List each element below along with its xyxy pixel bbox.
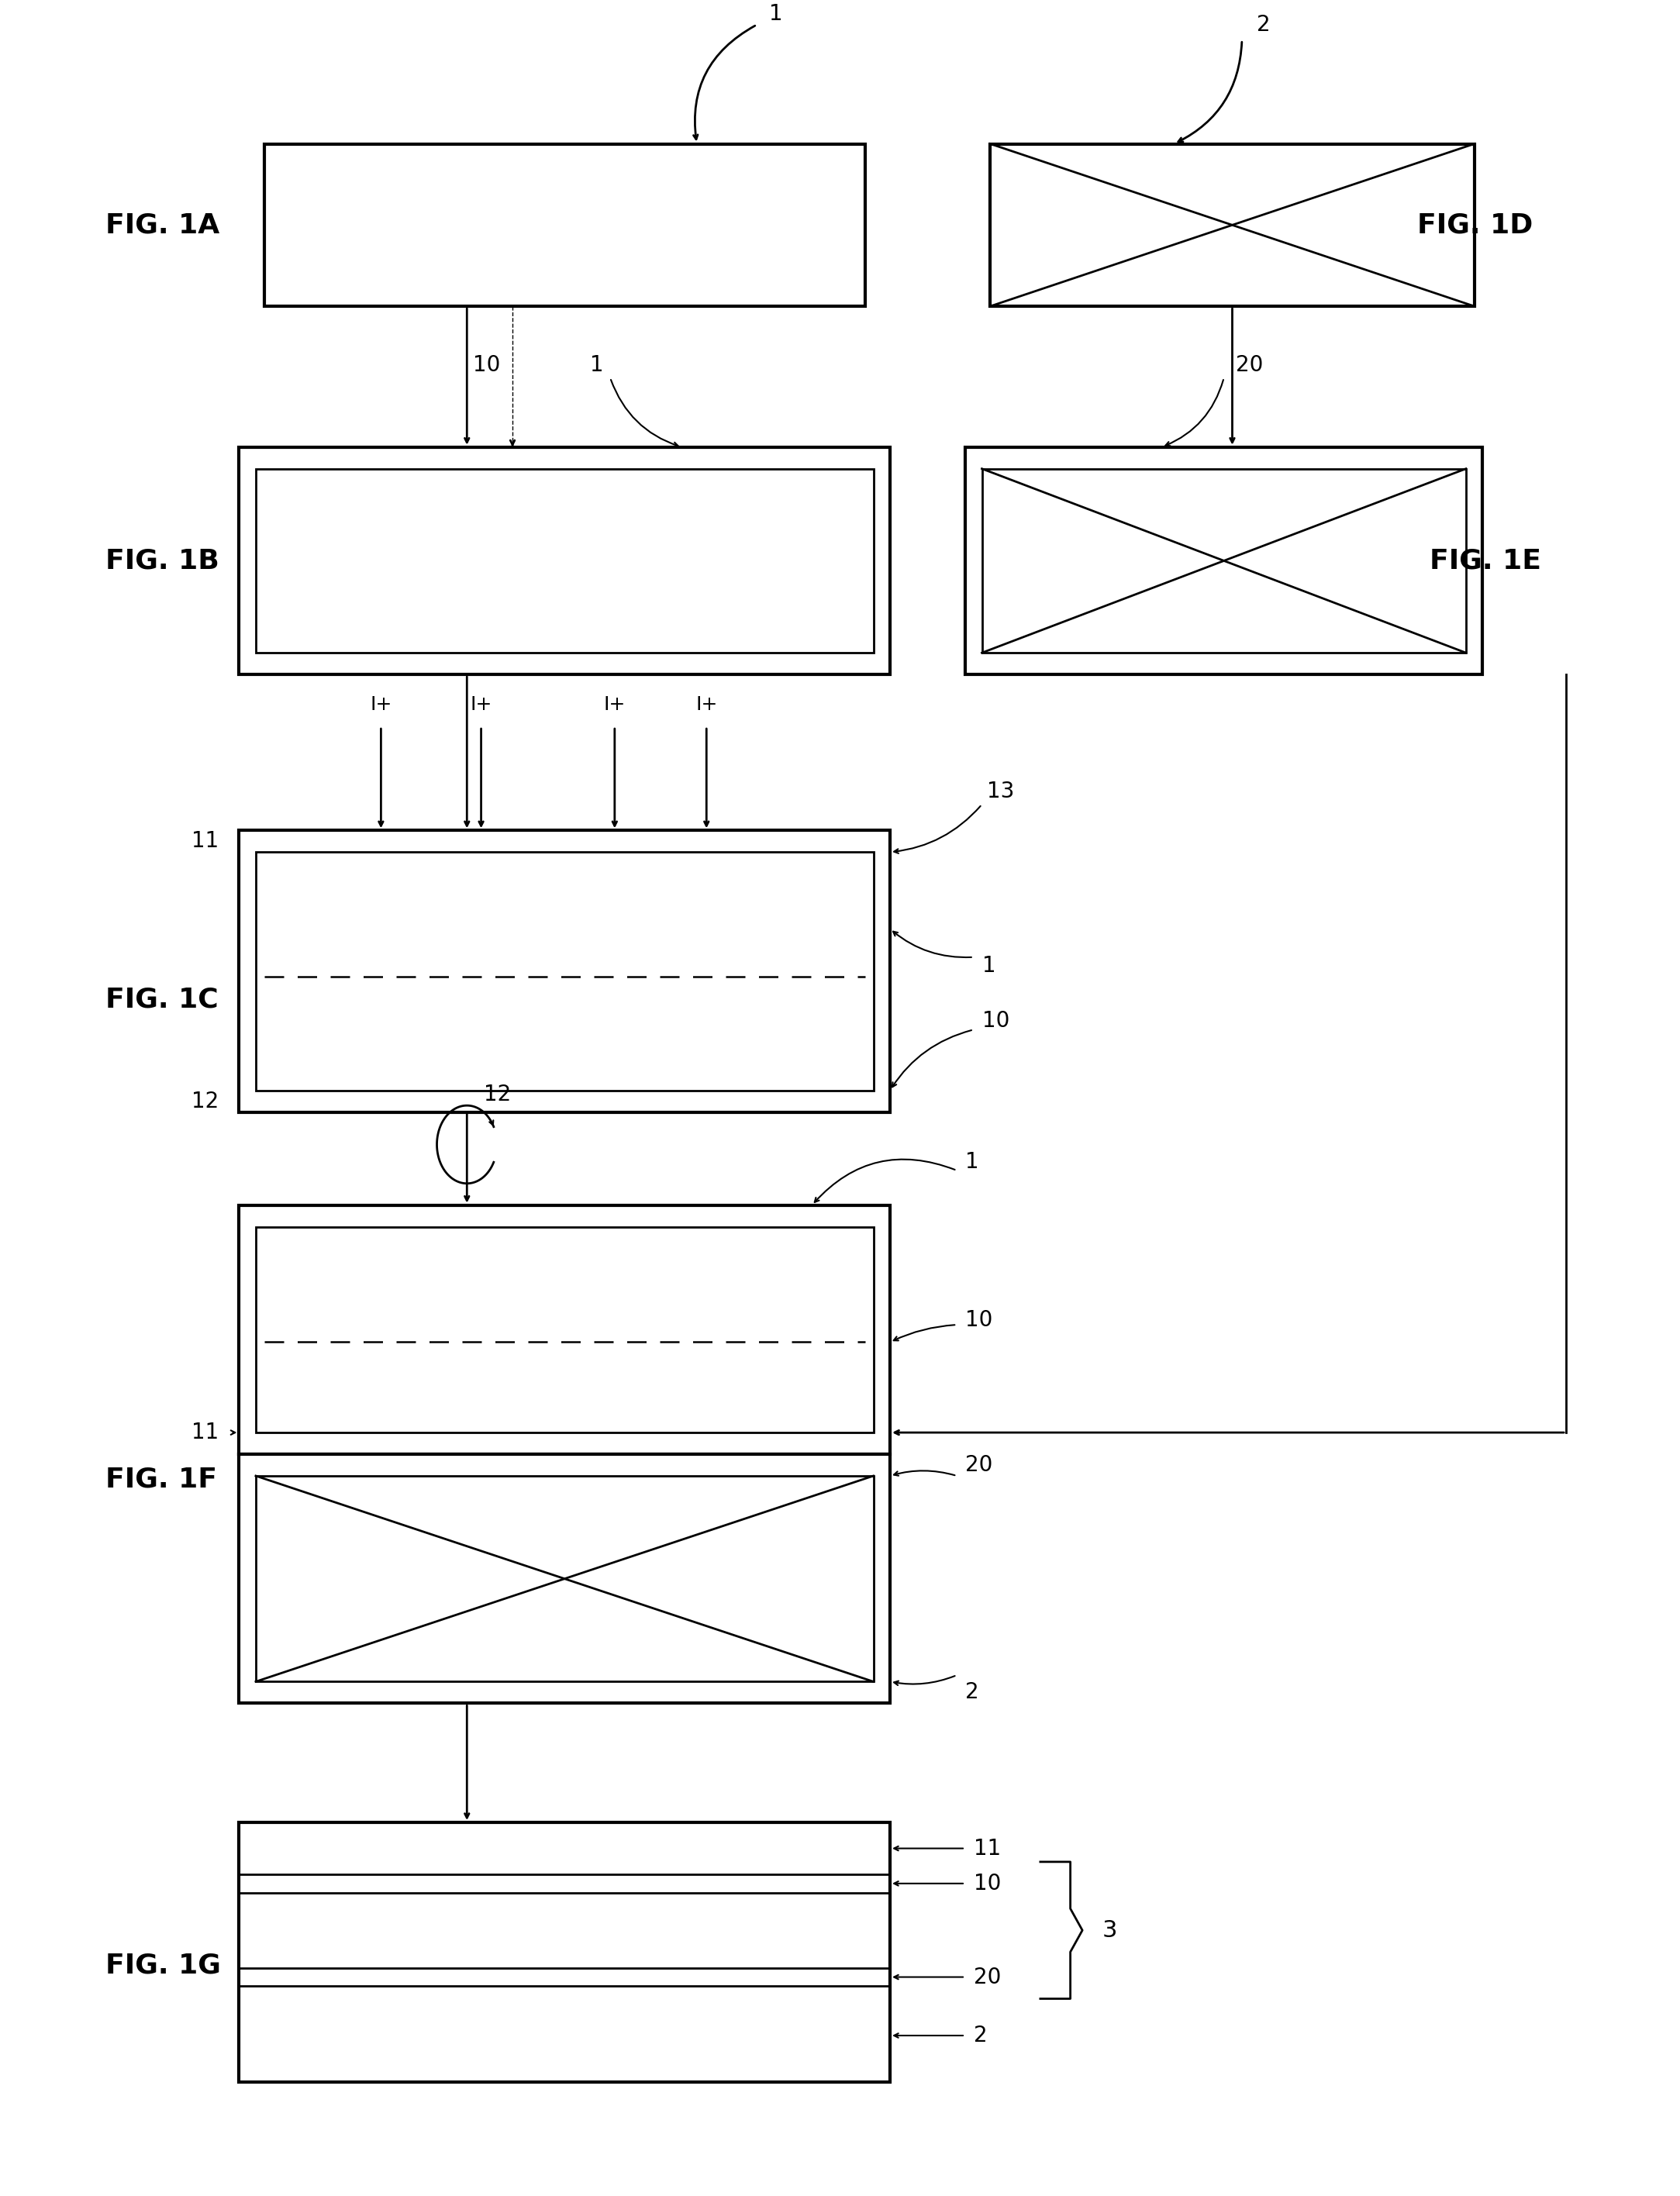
Bar xyxy=(239,830,890,1111)
Text: 3: 3 xyxy=(1102,1919,1117,1941)
Text: 1: 1 xyxy=(769,2,783,24)
Bar xyxy=(255,1476,874,1682)
Bar xyxy=(255,1228,874,1432)
Text: FIG. 1B: FIG. 1B xyxy=(106,547,220,573)
Text: 2: 2 xyxy=(1257,13,1270,35)
Text: 10: 10 xyxy=(981,1010,1010,1032)
Text: 10: 10 xyxy=(966,1309,993,1331)
Text: I+: I+ xyxy=(603,696,625,714)
Bar xyxy=(255,468,874,652)
Text: 1: 1 xyxy=(966,1151,979,1173)
Text: 1: 1 xyxy=(981,955,996,977)
Text: FIG. 1D: FIG. 1D xyxy=(1416,211,1532,237)
Text: 11: 11 xyxy=(192,830,218,852)
Text: I+: I+ xyxy=(470,696,492,714)
Bar xyxy=(239,448,890,674)
Text: 12: 12 xyxy=(484,1085,511,1105)
Text: 1: 1 xyxy=(590,354,603,376)
Text: FIG. 1A: FIG. 1A xyxy=(106,211,220,237)
Text: FIG. 1G: FIG. 1G xyxy=(106,1952,222,1979)
Text: FIG. 1C: FIG. 1C xyxy=(106,986,218,1012)
Bar xyxy=(264,143,865,305)
Text: FIG. 1E: FIG. 1E xyxy=(1430,547,1541,573)
Text: 13: 13 xyxy=(986,780,1015,802)
Text: 10: 10 xyxy=(472,354,501,376)
Text: 2: 2 xyxy=(966,1682,979,1704)
Text: 20: 20 xyxy=(973,1965,1001,1987)
Text: 11: 11 xyxy=(192,1421,218,1443)
Text: 2: 2 xyxy=(973,2025,988,2047)
Text: FIG. 1F: FIG. 1F xyxy=(106,1467,217,1493)
Text: 20: 20 xyxy=(966,1454,993,1476)
Text: 20: 20 xyxy=(1236,354,1263,376)
Text: 11: 11 xyxy=(973,1838,1001,1860)
Text: I+: I+ xyxy=(370,696,391,714)
Bar xyxy=(255,852,874,1091)
Bar xyxy=(239,1454,890,1704)
Bar xyxy=(239,1206,890,1454)
Text: 12: 12 xyxy=(192,1089,218,1111)
Text: I+: I+ xyxy=(696,696,717,714)
Bar xyxy=(990,143,1475,305)
Bar xyxy=(981,468,1467,652)
Bar xyxy=(239,1823,890,2082)
Bar xyxy=(966,448,1483,674)
Text: 10: 10 xyxy=(973,1873,1001,1895)
